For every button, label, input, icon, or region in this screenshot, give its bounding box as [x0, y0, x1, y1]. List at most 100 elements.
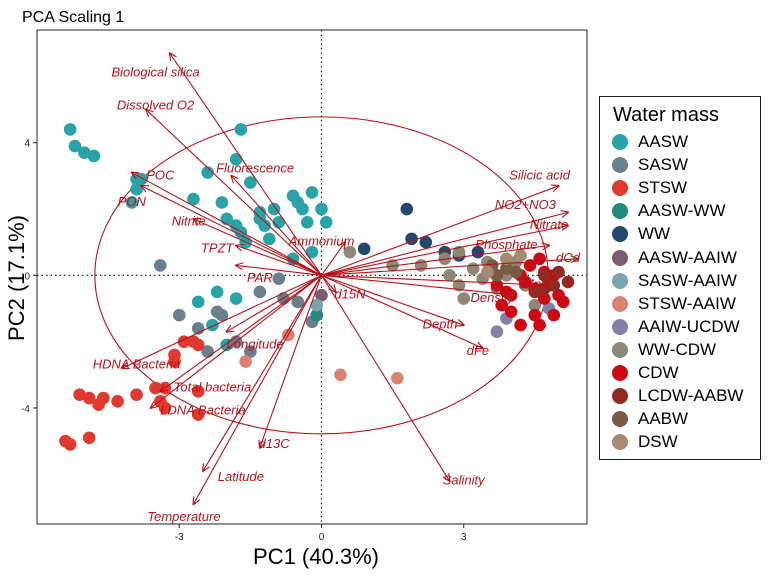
legend-label: SASW-AAIW [638, 270, 737, 290]
loading-arrow [321, 212, 568, 276]
loading-label: LDNA Bacteria [160, 403, 246, 418]
x-tick-label: 0 [319, 532, 325, 543]
loading-arrow [236, 265, 322, 276]
legend-label: WW-CDW [638, 339, 717, 359]
loading-arrow [132, 173, 322, 276]
loading-label: Phosphate [475, 237, 537, 252]
legend-swatch [612, 411, 628, 428]
point-ww-cdw [386, 259, 399, 272]
point-dsw [514, 249, 527, 262]
loading-label: Salinity [443, 472, 486, 487]
legend-swatch [612, 388, 628, 405]
loading-label: dZn [519, 277, 541, 292]
point-aasw [258, 219, 271, 232]
legend-item-aasw-aaiw: AASW-AAIW [600, 247, 760, 270]
point-ww [357, 242, 371, 256]
point-aasw [305, 186, 319, 199]
legend-swatch [612, 341, 628, 358]
y-tick-label: 4 [24, 139, 30, 150]
legend-swatch [612, 226, 628, 243]
point-aasw [206, 318, 219, 332]
loading-arrow [227, 274, 322, 331]
point-sasw [291, 295, 305, 309]
point-ww-cdw [443, 269, 456, 282]
legend-swatch [612, 365, 628, 381]
plot-area: Biological silica Dissolved O2 POC PON Fluor… [37, 30, 587, 524]
loading-label: Temperature [147, 509, 220, 524]
point-stsw [82, 431, 96, 445]
point-aasw [63, 123, 77, 136]
loading-label: dFe [467, 343, 489, 358]
legend-swatch [612, 134, 628, 150]
point-aabw [490, 269, 504, 282]
point-aasw [78, 146, 91, 159]
legend-swatch [612, 434, 628, 451]
point-ww [400, 202, 414, 216]
loading-arrow [151, 274, 322, 408]
legend-item-aasw: AASW [600, 131, 760, 154]
point-sasw-aaiw [310, 298, 324, 312]
loading-arrow [321, 259, 577, 276]
point-aasw [272, 215, 286, 229]
loading-arrow [321, 274, 335, 292]
legend-item-ww: WW [600, 223, 760, 246]
point-cdw [556, 295, 570, 309]
loading-label: Depth [423, 317, 458, 332]
loading-label: Longitude [227, 336, 284, 351]
legend-item-aaiw-ucdw: AAIW-UCDW [600, 316, 760, 339]
loading-arrow [321, 274, 463, 325]
point-sasw [172, 308, 186, 322]
loading-arrow [203, 275, 322, 471]
legend-label: STSW [638, 178, 688, 198]
loading-arrow [321, 274, 515, 295]
y-tick-label: 0 [24, 271, 30, 282]
point-dsw [481, 265, 494, 279]
point-dsw [500, 252, 513, 266]
x-axis-title: PC1 (40.3%) [253, 544, 379, 569]
point-aabw [500, 262, 513, 276]
point-aasw [267, 202, 281, 216]
point-ww-cdw [457, 292, 471, 305]
loading-arrow [260, 275, 323, 447]
legend-swatch [612, 295, 628, 312]
point-aasw [263, 232, 276, 246]
loading-arrow [321, 242, 345, 276]
point-ww-cdw [343, 245, 357, 259]
loading-arrow [231, 176, 322, 276]
point-stsw [82, 391, 96, 405]
loading-arrow [321, 274, 482, 348]
chart-title: PCA Scaling 1 [22, 9, 124, 26]
legend-swatch [612, 272, 628, 289]
point-sasw [244, 345, 257, 358]
point-aasw [229, 292, 243, 305]
legend: Water mass AASW SASW STSW AASW-WW WW AASW-AAI… [599, 96, 761, 460]
loading-arrow [193, 275, 322, 504]
point-cdw [547, 308, 561, 322]
point-ww-cdw [414, 259, 428, 272]
loading-arrow [170, 53, 322, 276]
point-cdw [523, 259, 537, 272]
point-cdw [495, 298, 508, 312]
loading-label: Fluorescence [216, 161, 294, 176]
point-stsw [73, 388, 86, 401]
point-aasw [315, 202, 328, 216]
point-stsw [111, 395, 124, 408]
legend-item-cdw: CDW [600, 362, 760, 385]
loading-label: NO2+NO3 [495, 197, 557, 212]
legend-label: DSW [638, 432, 678, 452]
legend-label: AASW-WW [638, 201, 726, 221]
point-cdw [490, 278, 504, 292]
loading-label: Total bacteria [174, 380, 252, 395]
legend-label: LCDW-AABW [638, 386, 744, 406]
point-ww-cdw [452, 245, 466, 259]
legend-label: AASW [638, 132, 689, 151]
point-sasw [272, 272, 286, 285]
loading-label: TPZT [201, 240, 235, 255]
point-aasw [244, 176, 257, 189]
loading-arrow [193, 219, 322, 276]
loading-arrow [321, 246, 549, 276]
point-stsw [97, 391, 110, 405]
loading-label: Nitrate [530, 217, 568, 232]
legend-item-aabw: AABW [600, 408, 760, 431]
legend-item-sasw: SASW [600, 154, 760, 177]
